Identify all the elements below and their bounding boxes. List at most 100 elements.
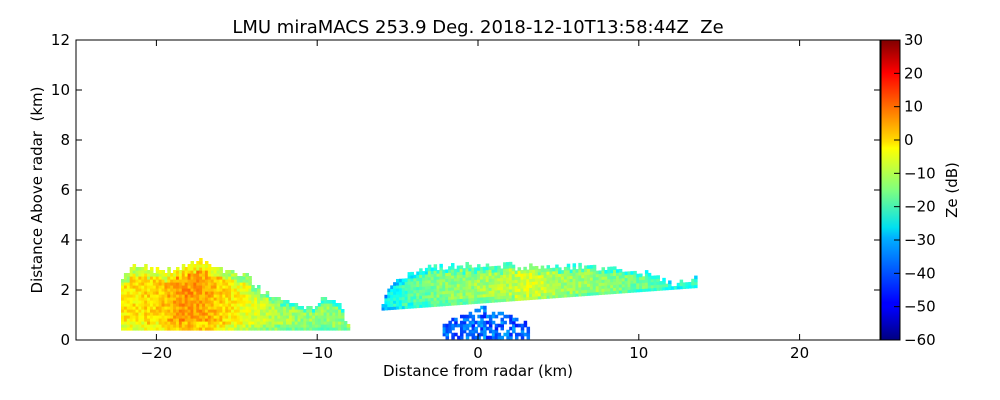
echo-cell (268, 318, 273, 322)
echo-cell (129, 270, 134, 274)
echo-cell (213, 267, 218, 271)
echo-cell (239, 276, 244, 280)
echo-cell (540, 289, 545, 294)
echo-cell (329, 306, 333, 310)
echo-cell (210, 321, 215, 325)
echo-cell (181, 297, 186, 301)
echo-cell (277, 300, 281, 304)
echo-cell (468, 314, 473, 319)
echo-cell (615, 290, 620, 294)
echo-cell (121, 288, 125, 292)
echo-cell (624, 286, 629, 291)
echo-cell (147, 312, 151, 316)
echo-cell (514, 335, 519, 340)
echo-cell (453, 289, 458, 294)
echo-cell (207, 282, 212, 286)
echo-cell (297, 315, 302, 319)
echo-cell (242, 315, 247, 319)
echo-cell (181, 276, 186, 280)
echo-cell (563, 272, 568, 277)
echo-cell (491, 284, 495, 288)
echo-cell (123, 291, 128, 295)
echo-cell (442, 281, 446, 286)
echo-cell (601, 276, 605, 280)
echo-cell (424, 282, 429, 287)
echo-cell (132, 279, 137, 283)
echo-cell (395, 296, 400, 301)
echo-cell (257, 318, 261, 322)
echo-cell (245, 312, 249, 316)
echo-cell (506, 329, 510, 334)
echo-cell (259, 303, 264, 307)
echo-cell (448, 323, 452, 328)
echo-cell (462, 292, 467, 296)
echo-cell (624, 283, 629, 288)
y-tick-label: 4 (60, 231, 70, 249)
echo-cell (445, 272, 449, 277)
echo-cell (587, 268, 591, 272)
echo-cell (462, 295, 467, 299)
echo-cell (161, 294, 166, 298)
echo-cell (123, 282, 128, 286)
echo-cell (225, 327, 229, 331)
echo-cell (511, 267, 516, 272)
echo-cell (589, 268, 594, 272)
echo-cell (526, 293, 530, 298)
echo-cell (633, 285, 637, 290)
echo-cell (196, 273, 200, 277)
echo-cell (497, 271, 501, 276)
echo-cell (450, 275, 455, 279)
echo-cell (207, 279, 212, 283)
echo-cell (245, 309, 249, 313)
echo-cell (598, 285, 603, 290)
echo-cell (398, 299, 403, 304)
echo-cell (251, 294, 255, 298)
echo-cell (155, 309, 160, 313)
echo-cell (537, 268, 542, 273)
echo-cell (121, 312, 125, 316)
echo-cell (491, 299, 495, 303)
echo-cell (442, 296, 446, 301)
echo-cell (300, 315, 304, 319)
echo-cell (511, 288, 516, 293)
echo-cell (196, 315, 200, 319)
echo-cell (126, 297, 131, 301)
echo-cell (462, 298, 467, 302)
echo-cell (526, 269, 530, 274)
echo-cell (691, 284, 695, 289)
echo-cell (280, 309, 284, 313)
echo-cell (248, 303, 252, 307)
echo-cell (647, 272, 652, 277)
echo-cell (164, 279, 168, 283)
echo-cell (190, 261, 194, 265)
echo-cell (465, 332, 470, 337)
echo-cell (560, 294, 565, 298)
echo-cell (520, 285, 524, 289)
echo-cell (257, 285, 261, 289)
echo-cell (338, 306, 342, 310)
echo-cell (685, 282, 689, 286)
echo-cell (595, 273, 600, 278)
echo-cell (676, 285, 681, 290)
echo-cell (210, 297, 215, 301)
echo-cell (512, 320, 516, 325)
echo-cell (132, 309, 137, 313)
echo-cell (121, 285, 125, 289)
echo-cell (262, 324, 267, 328)
echo-cell (219, 318, 223, 322)
echo-cell (407, 278, 412, 282)
echo-cell (149, 297, 154, 301)
echo-cell (257, 291, 261, 295)
echo-cell (219, 273, 223, 277)
echo-cell (592, 279, 597, 284)
echo-cell (517, 288, 522, 292)
echo-cell (155, 312, 160, 316)
echo-cell (479, 296, 484, 301)
echo-cell (540, 277, 545, 282)
central-echo (381, 261, 698, 311)
echo-cell (251, 315, 255, 319)
echo-cell (494, 329, 499, 334)
echo-cell (173, 321, 177, 325)
echo-cell (416, 286, 420, 291)
echo-cell (451, 323, 455, 328)
